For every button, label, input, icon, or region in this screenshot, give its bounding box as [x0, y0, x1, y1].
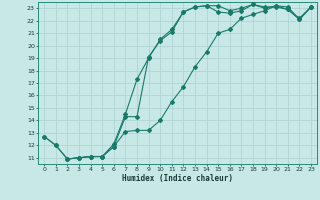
X-axis label: Humidex (Indice chaleur): Humidex (Indice chaleur)	[122, 174, 233, 183]
